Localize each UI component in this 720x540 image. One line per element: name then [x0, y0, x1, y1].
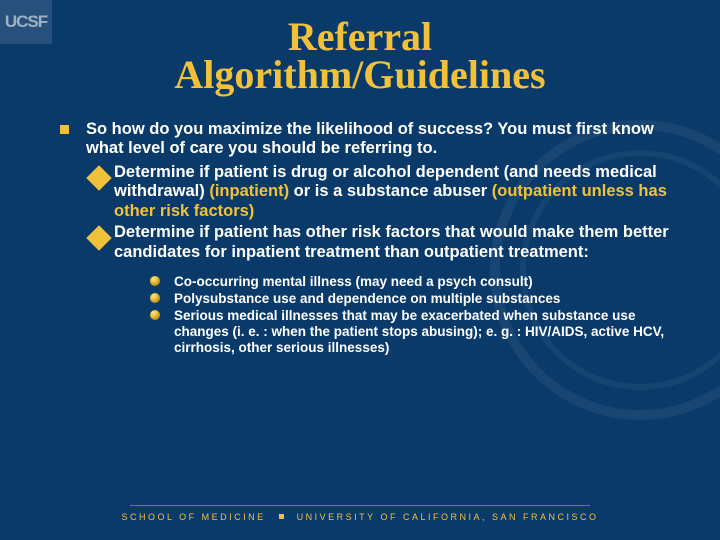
slide-body: So how do you maximize the likelihood of…: [58, 120, 690, 357]
bullet-level-2: Determine if patient is drug or alcohol …: [86, 163, 690, 221]
bullet-level-2: Determine if patient has other risk fact…: [86, 223, 690, 262]
bullet-level-3: Polysubstance use and dependence on mult…: [150, 291, 690, 307]
slide: UCSF Referral Algorithm/Guidelines So ho…: [0, 0, 720, 540]
title-line-2: Algorithm/Guidelines: [174, 52, 545, 97]
highlight-inpatient: (inpatient): [209, 182, 289, 200]
footer-divider: [130, 505, 590, 506]
spacer: [58, 264, 690, 274]
bullet-level-3: Serious medical illnesses that may be ex…: [150, 308, 690, 356]
footer-separator-icon: [279, 514, 284, 519]
slide-title: Referral Algorithm/Guidelines: [0, 18, 720, 94]
footer-left-text: SCHOOL OF MEDICINE: [121, 512, 265, 522]
bullet-level-1: So how do you maximize the likelihood of…: [58, 120, 690, 159]
bullet-level-3: Co-occurring mental illness (may need a …: [150, 274, 690, 290]
text-segment: or is a substance abuser: [289, 182, 492, 200]
slide-footer: SCHOOL OF MEDICINE UNIVERSITY OF CALIFOR…: [0, 512, 720, 522]
footer-right-text: UNIVERSITY OF CALIFORNIA, SAN FRANCISCO: [297, 512, 599, 522]
